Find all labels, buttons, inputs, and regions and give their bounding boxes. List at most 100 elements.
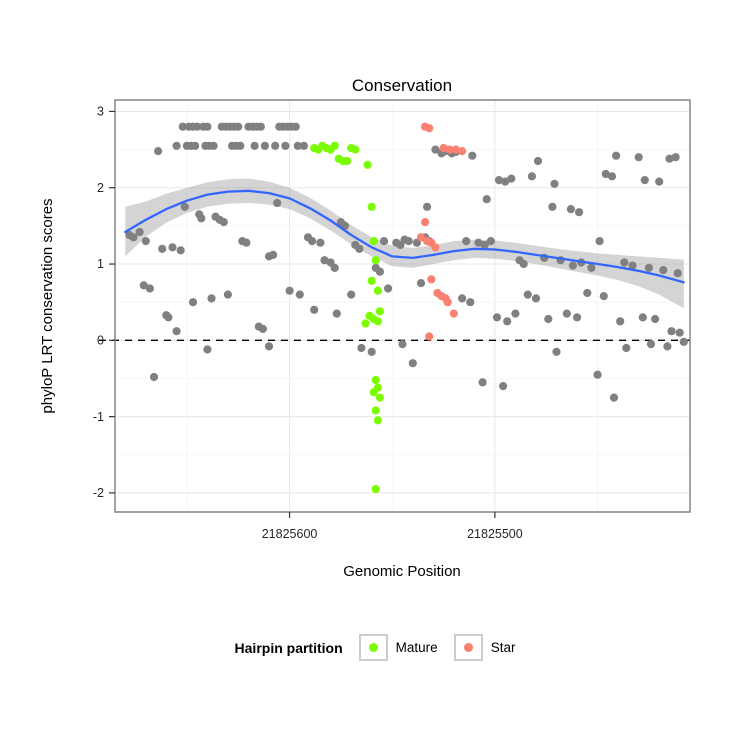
data-point-other: [519, 259, 528, 269]
data-point-mature: [369, 237, 378, 246]
data-point-other: [646, 340, 656, 349]
y-tick-label: 0: [97, 334, 104, 348]
data-point-other: [129, 233, 138, 242]
data-point-other: [135, 227, 144, 237]
data-point-other: [258, 324, 267, 333]
data-point-other: [482, 195, 491, 204]
data-point-other: [154, 147, 163, 156]
data-point-other: [511, 309, 520, 318]
data-point-mature: [375, 307, 384, 316]
data-point-other: [234, 122, 243, 131]
data-point-mature: [371, 406, 380, 415]
data-point-mature: [371, 375, 380, 385]
data-point-star: [427, 275, 436, 284]
data-point-other: [531, 294, 541, 303]
data-point-other: [587, 263, 596, 272]
data-point-other: [523, 290, 532, 299]
data-point-other: [223, 290, 232, 299]
data-point-other: [256, 122, 265, 131]
data-point-mature: [330, 141, 339, 150]
data-point-other: [566, 205, 576, 214]
data-point-other: [612, 151, 621, 160]
data-point-other: [203, 345, 212, 354]
data-point-other: [675, 328, 684, 337]
data-point-other: [193, 122, 202, 131]
data-point-star: [443, 298, 452, 307]
data-point-other: [271, 141, 280, 150]
mature-point-icon: [368, 643, 378, 652]
data-point-other: [628, 261, 637, 270]
data-point-other: [178, 122, 187, 131]
data-point-other: [492, 313, 502, 322]
data-point-other: [242, 238, 251, 247]
data-point-other: [332, 309, 341, 318]
data-point-other: [285, 286, 294, 295]
data-point-other: [281, 141, 290, 150]
legend-key-mature: [358, 634, 388, 661]
y-tick-label: 2: [97, 181, 104, 195]
data-point-other: [550, 179, 559, 188]
data-point-other: [480, 240, 489, 250]
data-point-other: [203, 122, 212, 131]
y-tick-label: 1: [97, 257, 104, 271]
conservation-chart: -2 -1 0 1 2 3 21825600 21825500 Conservation Ge…: [39, 76, 691, 580]
data-point-star: [431, 243, 440, 252]
data-point-other: [595, 237, 604, 246]
x-tick-label: 21825600: [262, 527, 318, 541]
data-point-other: [316, 238, 325, 247]
data-point-mature: [367, 276, 376, 285]
data-point-other: [431, 145, 440, 154]
data-point-mature: [369, 388, 378, 397]
chart-title: Conservation: [352, 76, 452, 95]
data-point-other: [207, 294, 216, 303]
data-point-other: [293, 141, 302, 150]
data-point-other: [634, 153, 643, 162]
data-point-star: [416, 233, 426, 242]
data-point-other: [507, 174, 516, 183]
axis-ticks: -2 -1 0 1 2 3 21825600 21825500: [93, 105, 523, 541]
data-point-other: [141, 237, 150, 246]
data-point-mature: [363, 160, 372, 169]
data-point-other: [164, 313, 173, 322]
data-point-mature: [367, 202, 376, 211]
data-point-other: [149, 372, 159, 382]
data-point-other: [172, 327, 181, 336]
data-point-other: [197, 214, 206, 223]
data-point-other: [616, 317, 625, 326]
legend: Hairpin partition Mature Star: [0, 634, 750, 661]
data-point-other: [673, 269, 682, 278]
data-point-mature: [343, 156, 352, 166]
data-point-other: [139, 281, 148, 290]
data-point-other: [466, 298, 475, 307]
data-point-other: [398, 340, 407, 349]
data-point-other: [379, 237, 389, 246]
data-point-other: [180, 202, 189, 211]
y-axis-label: phyloP LRT conservation scores: [39, 198, 56, 413]
data-point-other: [191, 141, 200, 150]
data-point-other: [640, 176, 649, 185]
data-point-other: [158, 244, 167, 253]
data-point-other: [295, 290, 304, 299]
x-axis-label: Genomic Position: [343, 563, 461, 580]
data-point-mature: [371, 485, 380, 494]
data-point-other: [145, 284, 154, 293]
data-point-other: [404, 237, 413, 246]
data-point-other: [291, 122, 300, 131]
data-point-other: [638, 313, 647, 322]
data-point-other: [468, 151, 477, 160]
smooth-line: [124, 189, 685, 284]
data-point-other: [367, 347, 376, 356]
data-point-other: [310, 305, 319, 314]
data-point-other: [308, 237, 317, 246]
data-point-mature: [361, 319, 370, 328]
legend-item-mature: Mature: [358, 634, 438, 661]
data-point-mature: [375, 393, 384, 402]
data-point-other: [671, 153, 680, 162]
data-point-other: [501, 177, 510, 186]
data-point-other: [601, 169, 610, 179]
data-point-other: [408, 359, 417, 368]
data-point-other: [209, 141, 218, 150]
data-point-other: [384, 284, 393, 293]
data-point-other: [599, 292, 608, 301]
data-point-other: [583, 288, 592, 298]
